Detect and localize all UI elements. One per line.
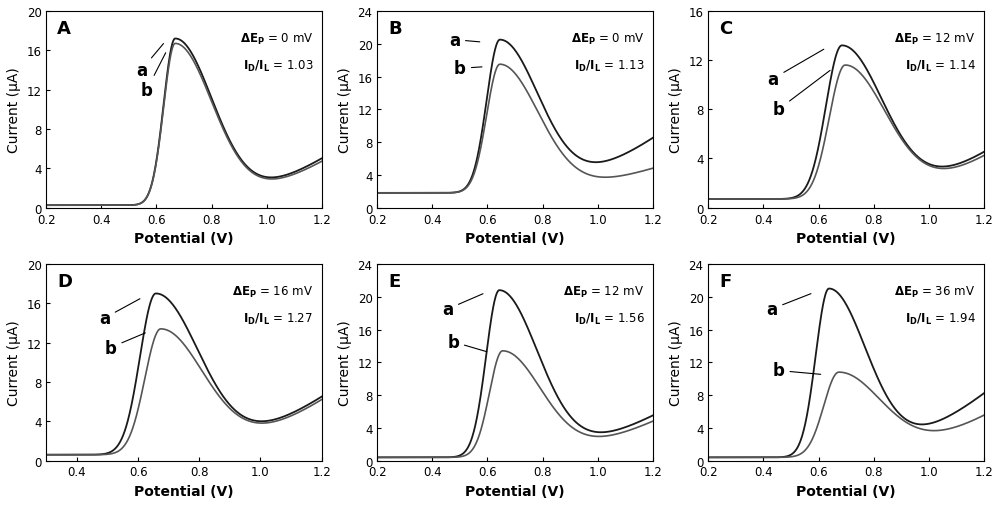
X-axis label: Potential (V): Potential (V) <box>796 484 896 498</box>
Text: a: a <box>449 32 480 49</box>
Text: $\mathbf{\Delta E_P}$ = 12 mV: $\mathbf{\Delta E_P}$ = 12 mV <box>894 31 975 46</box>
Y-axis label: Current (μA): Current (μA) <box>338 67 352 153</box>
X-axis label: Potential (V): Potential (V) <box>134 484 234 498</box>
Y-axis label: Current (μA): Current (μA) <box>669 320 683 406</box>
Text: $\mathbf{\Delta E_P}$ = 16 mV: $\mathbf{\Delta E_P}$ = 16 mV <box>232 284 313 299</box>
Text: B: B <box>388 20 402 38</box>
Text: F: F <box>719 272 732 290</box>
Text: A: A <box>57 20 71 38</box>
Text: a: a <box>442 294 483 318</box>
Text: $\mathbf{I_D/I_L}$ = 1.13: $\mathbf{I_D/I_L}$ = 1.13 <box>574 59 644 74</box>
Y-axis label: Current (μA): Current (μA) <box>7 320 21 406</box>
Text: $\mathbf{I_D/I_L}$ = 1.27: $\mathbf{I_D/I_L}$ = 1.27 <box>243 312 313 327</box>
Text: b: b <box>447 333 487 352</box>
Text: $\mathbf{I_D/I_L}$ = 1.03: $\mathbf{I_D/I_L}$ = 1.03 <box>243 59 313 74</box>
X-axis label: Potential (V): Potential (V) <box>796 232 896 245</box>
Text: a: a <box>99 299 140 327</box>
Text: a: a <box>768 50 824 88</box>
Text: b: b <box>105 333 145 357</box>
Text: $\mathbf{\Delta E_P}$ = 0 mV: $\mathbf{\Delta E_P}$ = 0 mV <box>240 31 313 46</box>
Text: b: b <box>773 362 821 380</box>
X-axis label: Potential (V): Potential (V) <box>134 232 234 245</box>
Text: D: D <box>57 272 72 290</box>
X-axis label: Potential (V): Potential (V) <box>465 232 565 245</box>
Text: b: b <box>773 71 830 119</box>
Text: E: E <box>388 272 401 290</box>
Text: $\mathbf{I_D/I_L}$ = 1.14: $\mathbf{I_D/I_L}$ = 1.14 <box>905 59 975 74</box>
Text: $\mathbf{\Delta E_P}$ = 12 mV: $\mathbf{\Delta E_P}$ = 12 mV <box>563 284 644 299</box>
Text: $\mathbf{I_D/I_L}$ = 1.94: $\mathbf{I_D/I_L}$ = 1.94 <box>905 312 975 327</box>
Text: b: b <box>454 60 482 78</box>
X-axis label: Potential (V): Potential (V) <box>465 484 565 498</box>
Text: b: b <box>141 54 166 99</box>
Y-axis label: Current (μA): Current (μA) <box>669 67 683 153</box>
Text: C: C <box>719 20 733 38</box>
Text: $\mathbf{\Delta E_P}$ = 36 mV: $\mathbf{\Delta E_P}$ = 36 mV <box>894 284 975 299</box>
Text: a: a <box>766 294 811 318</box>
Y-axis label: Current (μA): Current (μA) <box>7 67 21 153</box>
Text: $\mathbf{I_D/I_L}$ = 1.56: $\mathbf{I_D/I_L}$ = 1.56 <box>574 312 644 327</box>
Text: a: a <box>136 44 163 80</box>
Text: $\mathbf{\Delta E_P}$ = 0 mV: $\mathbf{\Delta E_P}$ = 0 mV <box>571 31 644 46</box>
Y-axis label: Current (μA): Current (μA) <box>338 320 352 406</box>
